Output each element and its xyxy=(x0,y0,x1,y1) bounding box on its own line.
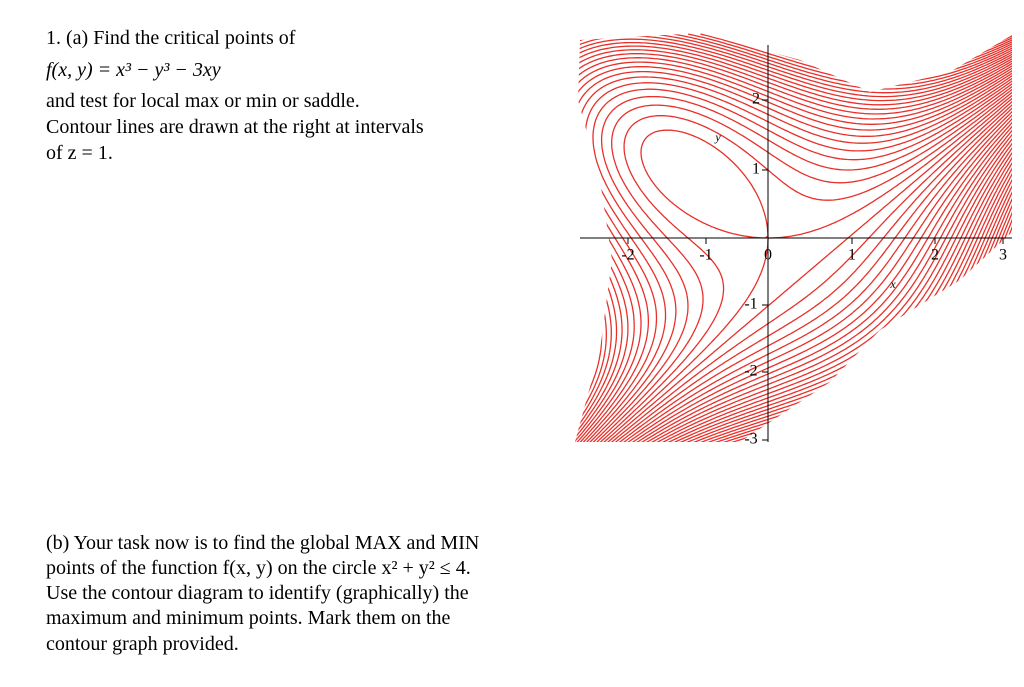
contour-line xyxy=(767,33,1009,60)
y-tick-label: -3 xyxy=(744,431,757,448)
contour-line xyxy=(575,75,1012,442)
x-axis-label: x xyxy=(889,277,896,291)
y-tick-label: 2 xyxy=(752,91,760,108)
y-tick-label: -1 xyxy=(744,296,757,313)
contour-line xyxy=(654,166,1012,442)
contour-line xyxy=(575,77,1012,442)
contour-line xyxy=(669,184,1012,442)
contour-line xyxy=(593,104,1012,442)
text-line: and test for local max or min or saddle. xyxy=(46,90,360,112)
contour-line xyxy=(575,85,1012,442)
y-tick-label: 1 xyxy=(752,161,760,178)
contour-line xyxy=(575,80,1012,442)
contour-line xyxy=(596,107,1012,442)
contour-line xyxy=(589,100,1012,442)
y-tick-label: -2 xyxy=(744,363,757,380)
formula: f(x, y) = x³ − y³ − 3xy xyxy=(46,59,221,81)
contour-line xyxy=(649,161,1012,442)
contour-line xyxy=(614,125,1012,442)
contour-line xyxy=(575,70,1012,442)
contour-line xyxy=(776,33,1004,57)
contour-line xyxy=(603,114,1012,442)
x-tick-label: -1 xyxy=(699,247,712,264)
x-tick-label: -2 xyxy=(621,247,634,264)
contour-line xyxy=(610,121,1012,442)
x-tick-label: 2 xyxy=(931,247,939,264)
contour-line xyxy=(577,88,1012,442)
contour-line xyxy=(758,33,1012,62)
text-line: of z = 1. xyxy=(46,142,113,164)
contour-line xyxy=(599,110,1012,442)
contour-line xyxy=(618,129,1012,442)
y-axis-label: y xyxy=(714,130,721,144)
contour-line xyxy=(785,33,999,54)
text-line: 1. (a) Find the critical points of xyxy=(46,27,296,49)
contour-line xyxy=(575,33,1012,412)
contour-line xyxy=(794,33,994,52)
contour-line xyxy=(575,61,1012,442)
contour-line xyxy=(664,178,1012,442)
contour-line xyxy=(635,146,1012,442)
x-tick-label: 1 xyxy=(848,247,856,264)
text-line: contour graph provided. xyxy=(46,633,239,655)
contour-line xyxy=(607,117,1012,442)
text-line: Contour lines are drawn at the right at … xyxy=(46,116,424,138)
text-line: maximum and minimum points. Mark them on… xyxy=(46,607,451,629)
contour-line xyxy=(583,94,1012,442)
contour-line xyxy=(586,97,1012,442)
x-tick-label: 3 xyxy=(999,247,1007,264)
contour-line xyxy=(721,239,1012,442)
text-line: (b) Your task now is to find the global … xyxy=(46,532,480,554)
text-line: points of the function f(x, y) on the ci… xyxy=(46,557,471,579)
text-line: Use the contour diagram to identify (gra… xyxy=(46,582,469,604)
contour-line xyxy=(575,53,1012,442)
x-tick-label: 0 xyxy=(764,247,772,264)
axes xyxy=(580,45,1012,442)
contour-line xyxy=(575,33,1012,427)
contour-line xyxy=(575,83,1012,442)
